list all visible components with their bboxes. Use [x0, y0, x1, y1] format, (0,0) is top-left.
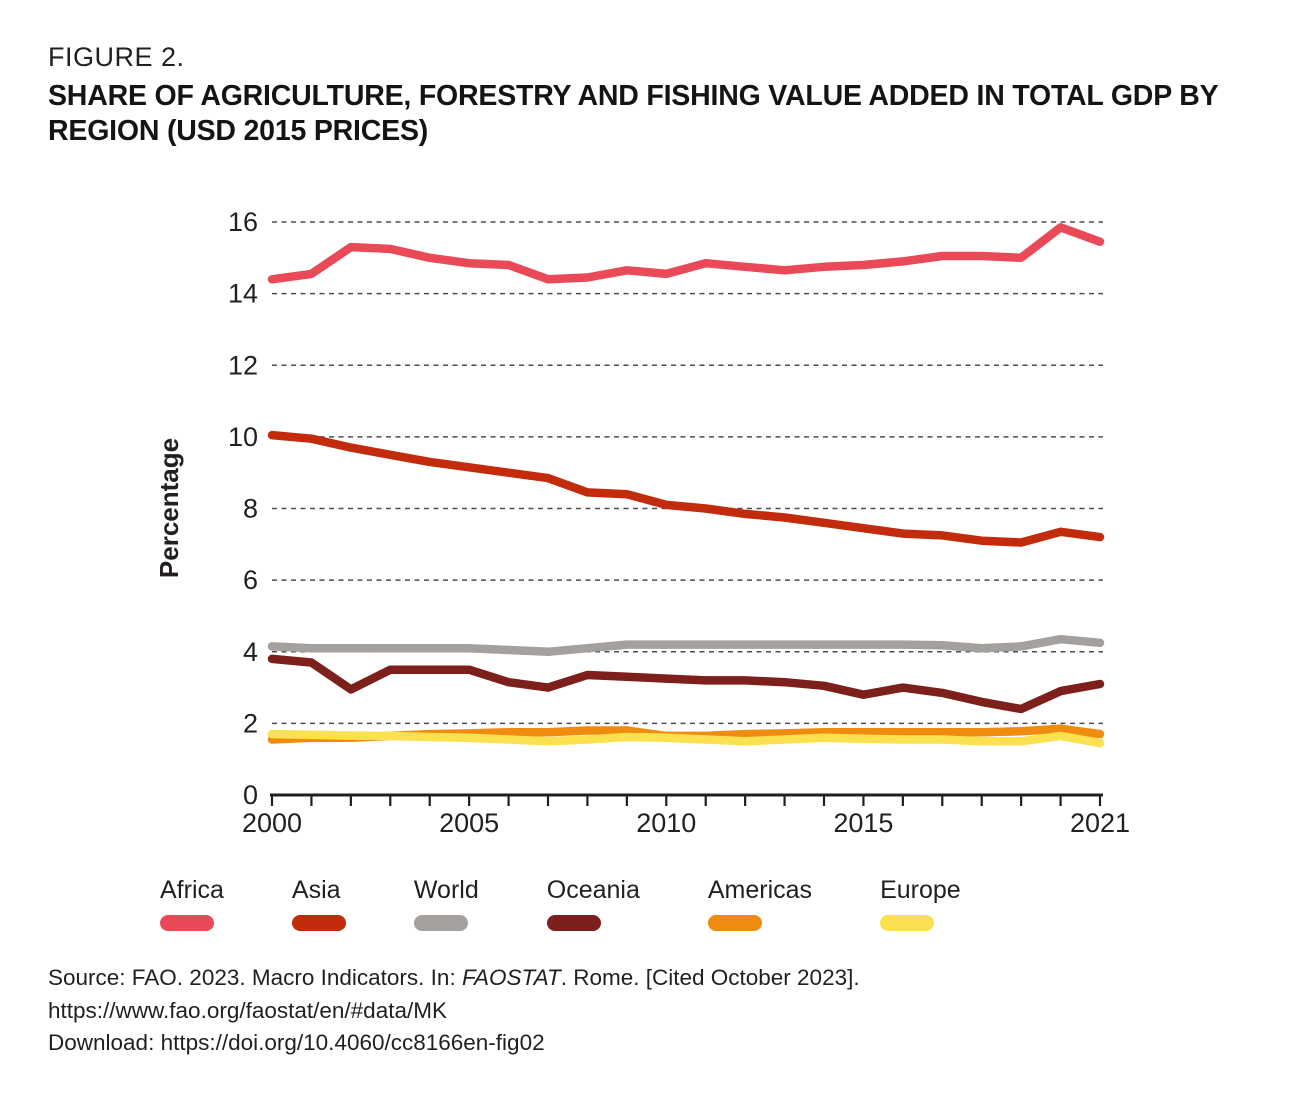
figure-number: FIGURE 2.	[48, 42, 185, 72]
legend-swatch-oceania	[546, 915, 601, 931]
y-tick-label-10: 10	[228, 422, 258, 452]
legend-item-world: World	[413, 876, 479, 931]
legend-label-asia: Asia	[291, 876, 341, 904]
legend-item-oceania: Oceania	[546, 876, 640, 931]
legend-swatch-europe	[880, 915, 935, 931]
x-tick-label-2000: 2000	[242, 808, 302, 838]
y-tick-label-0: 0	[243, 780, 258, 810]
legend-label-americas: Americas	[707, 876, 813, 904]
legend-item-americas: Americas	[707, 876, 813, 931]
y-tick-label-8: 8	[243, 494, 258, 524]
x-tick-label-2015: 2015	[833, 808, 893, 838]
legend-swatch-asia	[291, 915, 346, 931]
legend-label-world: World	[413, 876, 479, 904]
line-chart: 0 2 4 6 8 10 12 14 16 2000 2005 2010 2015 2021 Percent…	[154, 207, 1130, 838]
legend-label-europe: Europe	[880, 876, 961, 904]
series-line-africa	[267, 223, 1105, 284]
x-tick-label-2021: 2021	[1070, 808, 1130, 838]
source-line-2: https://www.fao.org/faostat/en/#data/MK	[48, 997, 447, 1023]
legend-swatch-americas	[707, 915, 762, 931]
y-tick-label-16: 16	[228, 207, 258, 237]
series-line-asia	[267, 430, 1105, 547]
x-tick-label-2010: 2010	[636, 808, 696, 838]
y-tick-label-4: 4	[243, 637, 258, 667]
y-tick-label-12: 12	[228, 350, 258, 380]
y-tick-label-14: 14	[228, 279, 258, 309]
series-line-europe	[267, 729, 1105, 748]
source-line-3: Download: https://doi.org/10.4060/cc8166…	[48, 1030, 545, 1056]
legend-swatch-africa	[160, 915, 214, 931]
y-tick-label-2: 2	[243, 708, 258, 738]
x-tick-label-2005: 2005	[439, 808, 499, 838]
legend-label-africa: Africa	[160, 876, 224, 904]
chart-legend: Africa Asia World Oceania Americas Europe	[160, 876, 961, 931]
series-line-oceania	[267, 654, 1105, 714]
y-axis-title: Percentage	[154, 438, 184, 578]
legend-item-asia: Asia	[291, 876, 346, 931]
legend-label-oceania: Oceania	[546, 876, 640, 904]
legend-item-europe: Europe	[880, 876, 961, 931]
source-line-1: Source: FAO. 2023. Macro Indicators. In:…	[48, 965, 860, 990]
source-note: Source: FAO. 2023. Macro Indicators. In:…	[48, 962, 860, 1060]
legend-swatch-world	[413, 915, 468, 931]
series-line-world	[267, 634, 1105, 657]
legend-item-africa: Africa	[160, 876, 224, 931]
figure-title: SHARE OF AGRICULTURE, FORESTRY AND FISHI…	[48, 80, 1218, 148]
y-tick-label-6: 6	[243, 565, 258, 595]
